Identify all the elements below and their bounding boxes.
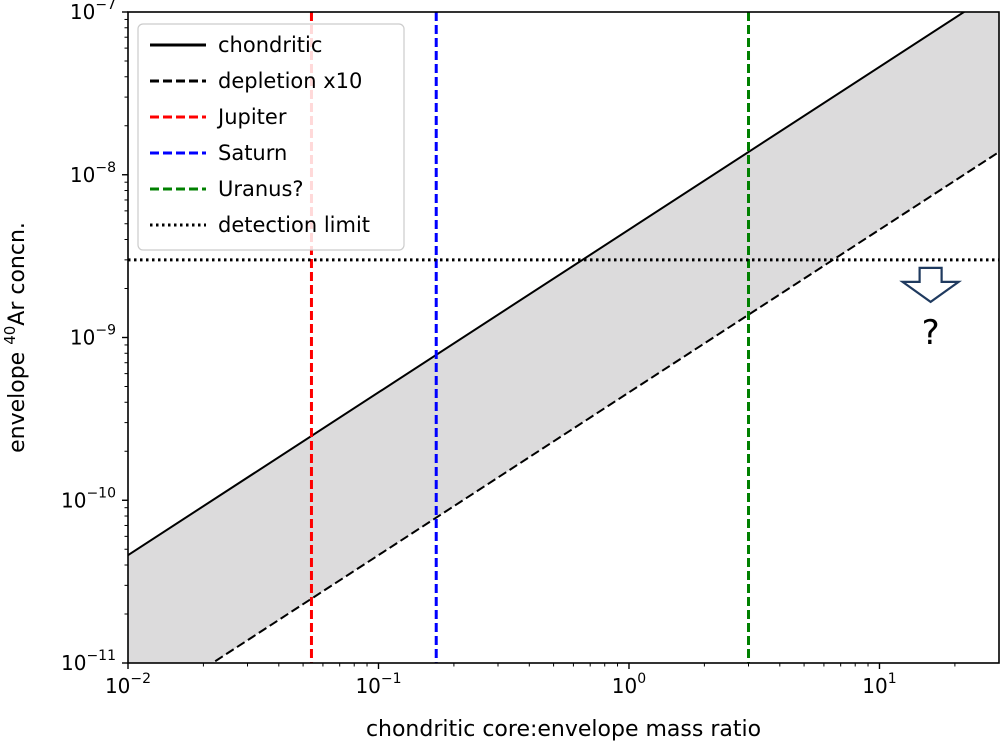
x-tick-label: 10−2 [105, 671, 151, 698]
legend-label: detection limit [218, 213, 370, 237]
y-axis-label-sup: 40 [1, 326, 19, 345]
x-axis-label: chondritic core:envelope mass ratio [366, 717, 761, 741]
annotation-label: ? [922, 313, 940, 353]
y-tick-label: 10−9 [70, 323, 116, 350]
legend-label: depletion x10 [218, 69, 362, 93]
legend-label: Uranus? [218, 177, 304, 201]
y-tick-label: 10−10 [61, 485, 116, 512]
legend-label: Jupiter [216, 105, 287, 129]
legend-label: chondritic [218, 33, 322, 57]
plot-area [128, 12, 999, 663]
y-tick-label: 10−7 [70, 0, 116, 24]
x-tick-label: 100 [612, 671, 646, 698]
x-tick-label: 10−1 [355, 671, 401, 698]
y-axis-label: envelope 40Ar concn. [1, 222, 30, 453]
legend-label: Saturn [218, 141, 287, 165]
down-arrow-icon [899, 266, 963, 304]
y-axis-label-prefix: envelope [5, 345, 30, 453]
series-chondritic [128, 12, 966, 556]
legend: chondritic depletion x10 Jupiter Saturn Uran… [137, 23, 405, 251]
y-tick-label: 10−8 [70, 160, 116, 187]
shaded-band [128, 12, 999, 663]
y-axis-label-suffix: Ar concn. [5, 222, 30, 326]
axis-ticks: 10−11 10−10 10−9 10−8 10−7 10−2 10−1 100 101 [61, 0, 956, 698]
series-depletion-x10 [210, 151, 999, 663]
x-tick-label: 101 [862, 671, 896, 698]
y-tick-label: 10−11 [61, 648, 116, 675]
annotations: ? [899, 266, 963, 353]
